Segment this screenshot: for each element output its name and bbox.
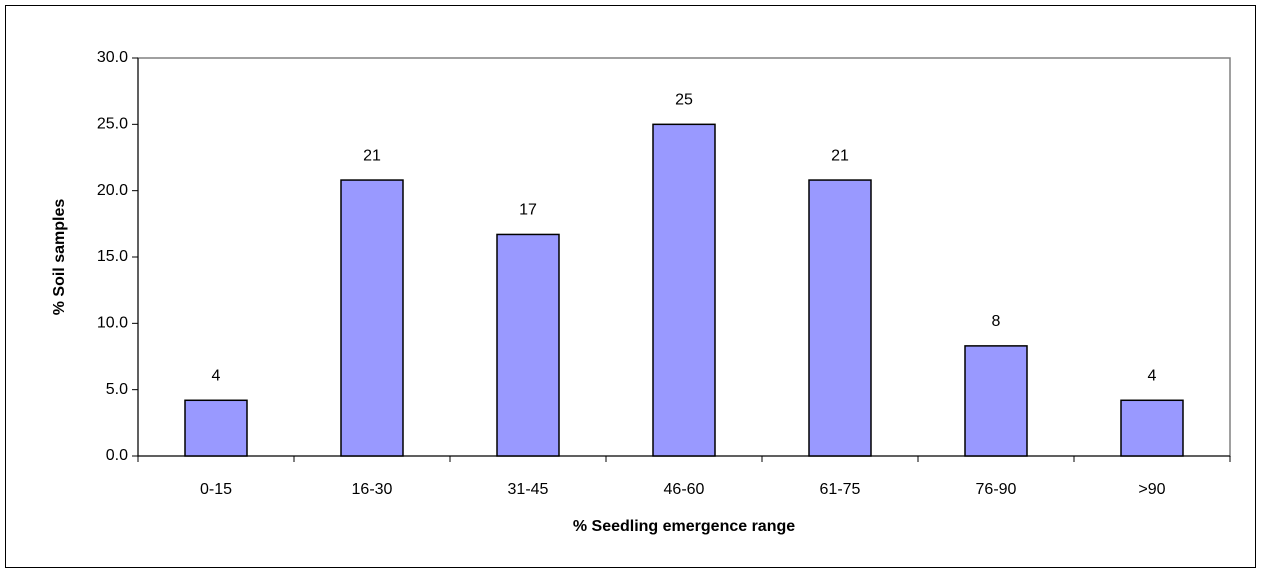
y-tick-label: 0.0	[106, 447, 128, 464]
value-label: 17	[519, 202, 537, 219]
x-tick-label: 0-15	[200, 481, 232, 498]
value-label: 8	[992, 313, 1001, 330]
bar	[496, 233, 560, 457]
bar	[652, 123, 716, 457]
x-tick-label: 31-45	[508, 481, 549, 498]
value-label: 25	[675, 92, 693, 109]
x-axis-title: % Seedling emergence range	[573, 518, 795, 535]
value-label: 21	[363, 147, 381, 164]
y-tick-label: 10.0	[97, 315, 128, 332]
bar	[184, 399, 248, 457]
x-tick-label: >90	[1138, 481, 1165, 498]
y-tick-label: 25.0	[97, 116, 128, 133]
bar	[1120, 399, 1184, 457]
x-tick-label: 61-75	[820, 481, 861, 498]
value-label: 4	[1148, 367, 1157, 384]
y-tick-label: 30.0	[97, 49, 128, 66]
y-tick-label: 20.0	[97, 182, 128, 199]
bar	[964, 345, 1028, 457]
bar	[340, 179, 404, 457]
x-tick-label: 46-60	[664, 481, 705, 498]
y-tick-label: 15.0	[97, 248, 128, 265]
x-tick-label: 76-90	[976, 481, 1017, 498]
bar	[808, 179, 872, 457]
value-label: 4	[212, 367, 221, 384]
y-tick-label: 5.0	[106, 381, 128, 398]
y-axis-title: % Soil samples	[51, 199, 68, 316]
x-tick-label: 16-30	[352, 481, 393, 498]
chart-border	[5, 5, 1256, 568]
value-label: 21	[831, 147, 849, 164]
